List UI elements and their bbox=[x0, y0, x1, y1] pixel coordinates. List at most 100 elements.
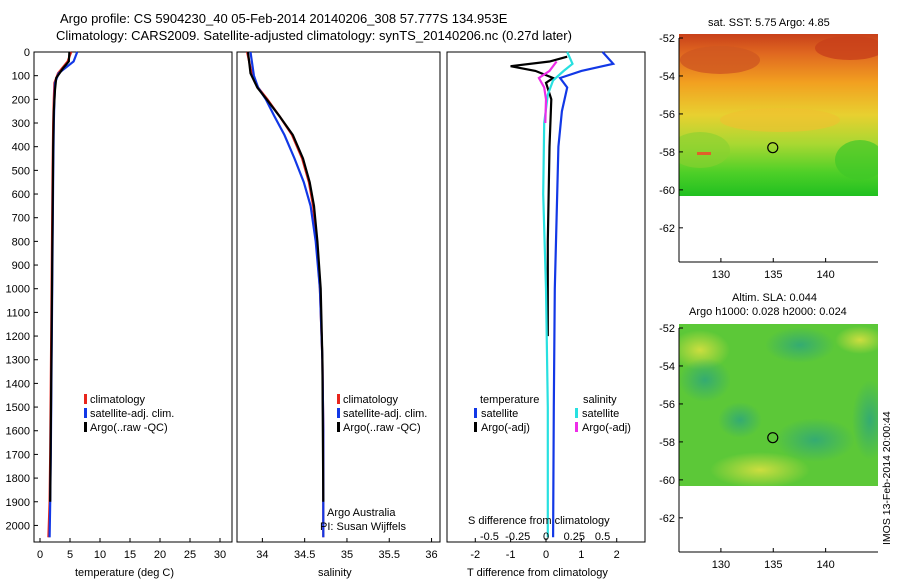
sla-low-patch bbox=[679, 358, 731, 402]
map-y-tick-label: -58 bbox=[659, 147, 675, 159]
sst-heatmap bbox=[679, 34, 878, 196]
map-x-tick-label: 130 bbox=[712, 559, 730, 571]
depth-tick-label: 1500 bbox=[6, 402, 30, 414]
sla-heatmap bbox=[679, 324, 878, 486]
sst-cool-patch bbox=[679, 132, 730, 168]
x2-tick-label: -0.25 bbox=[505, 531, 530, 543]
legend-swatch-sal-argo bbox=[575, 422, 578, 432]
temperature-xlabel: temperature (deg C) bbox=[75, 567, 174, 579]
sla-map-title: Altim. SLA: 0.044 bbox=[732, 292, 817, 304]
map-x-tick-label: 135 bbox=[764, 559, 782, 571]
depth-tick-label: 600 bbox=[12, 189, 30, 201]
legend-swatch-temp-argo bbox=[474, 422, 477, 432]
imos-timestamp: IMOS 13-Feb-2014 20:00:44 bbox=[881, 411, 893, 545]
depth-tick-label: 1900 bbox=[6, 497, 30, 509]
argo-position-marker bbox=[767, 432, 779, 444]
map-y-tick-label: -54 bbox=[659, 71, 675, 83]
x-tick-label: 1 bbox=[578, 549, 584, 561]
series-line-argo-raw-qc bbox=[49, 51, 71, 502]
sla-low-patch bbox=[718, 402, 762, 438]
legend-header-salinity: salinity bbox=[583, 394, 617, 406]
salinity-panel-frame bbox=[236, 51, 441, 543]
x-tick-label: 34.5 bbox=[294, 549, 315, 561]
salinity-panel: 34 34.5 35 35.5 36 bbox=[246, 51, 438, 561]
sla-map-axes: -52 -54 -56 -58 -60 -62 130 135 140 bbox=[659, 323, 878, 571]
figure-title-line1: Argo profile: CS 5904230_40 05-Feb-2014 … bbox=[60, 11, 508, 26]
depth-tick-label: 300 bbox=[12, 118, 30, 130]
depth-tick-label: 1200 bbox=[6, 331, 30, 343]
map-y-tick-label: -60 bbox=[659, 475, 675, 487]
legend-header-temperature: temperature bbox=[480, 394, 539, 406]
depth-tick-label: 0 bbox=[24, 47, 30, 59]
depth-tick-label: 2000 bbox=[6, 520, 30, 532]
legend-swatch-satellite bbox=[84, 408, 87, 418]
temperature-legend: climatology satellite-adj. clim. Argo(..… bbox=[84, 394, 174, 434]
figure-title-line2: Climatology: CARS2009. Satellite-adjuste… bbox=[56, 28, 572, 43]
sst-warm-patch bbox=[815, 36, 878, 60]
x-tick-label: 25 bbox=[184, 549, 196, 561]
depth-axis: 0 100 200 300 400 500 600 700 800 900 1000 1100 1200… bbox=[6, 47, 38, 532]
x-tick-label: 0 bbox=[543, 549, 549, 561]
legend-label-temp-satellite: satellite bbox=[481, 408, 518, 420]
map-y-tick-label: -56 bbox=[659, 399, 675, 411]
sla-high-patch bbox=[710, 452, 810, 486]
x-tick-label: 36 bbox=[425, 549, 437, 561]
pi-label: PI: Susan Wijffels bbox=[320, 521, 406, 533]
series-line-salinity-argo-adj bbox=[537, 60, 558, 124]
legend-swatch-argo bbox=[337, 422, 340, 432]
map-y-tick-label: -56 bbox=[659, 109, 675, 121]
difference-panel: -2 -1 0 1 2 -0.5 -0.25 0 0.25 0.5 bbox=[470, 51, 620, 561]
map-y-tick-label: -62 bbox=[659, 223, 675, 235]
legend-swatch-climatology bbox=[337, 394, 340, 404]
x-tick-label: -2 bbox=[470, 549, 480, 561]
depth-tick-label: 100 bbox=[12, 71, 30, 83]
legend-label-climatology: climatology bbox=[90, 394, 146, 406]
legend-swatch-argo bbox=[84, 422, 87, 432]
x-tick-label: 15 bbox=[124, 549, 136, 561]
map-y-tick-label: -60 bbox=[659, 185, 675, 197]
map-x-tick-label: 135 bbox=[764, 269, 782, 281]
sla-low-patch bbox=[852, 380, 878, 460]
sla-high-patch bbox=[679, 330, 730, 370]
argo-position-marker bbox=[767, 142, 779, 154]
x-tick-label: 35.5 bbox=[379, 549, 400, 561]
legend-label-argo: Argo(..raw -QC) bbox=[90, 422, 168, 434]
x2-tick-label: 0.25 bbox=[564, 531, 585, 543]
legend-label-argo: Argo(..raw -QC) bbox=[343, 422, 421, 434]
series-line-temperature-satellite bbox=[551, 51, 616, 538]
depth-tick-label: 1800 bbox=[6, 473, 30, 485]
sla-low-patch bbox=[775, 418, 855, 462]
depth-tick-label: 1700 bbox=[6, 449, 30, 461]
x-tick-label: 5 bbox=[67, 549, 73, 561]
depth-tick-label: 1000 bbox=[6, 284, 30, 296]
legend-swatch-temp-satellite bbox=[474, 408, 477, 418]
x2-tick-label: -0.5 bbox=[480, 531, 499, 543]
depth-tick-label: 800 bbox=[12, 236, 30, 248]
depth-tick-label: 1100 bbox=[6, 307, 30, 319]
temperature-panel: 0 5 10 15 20 25 30 bbox=[37, 51, 226, 561]
series-line-argo-raw-qc bbox=[246, 51, 325, 502]
x-tick-label: 10 bbox=[94, 549, 106, 561]
sla-high-patch bbox=[835, 326, 878, 354]
legend-label-sal-argo: Argo(-adj) bbox=[582, 422, 631, 434]
difference-x2label: S difference from climatology bbox=[468, 515, 610, 527]
temperature-panel-frame bbox=[33, 51, 233, 543]
sst-map-axes: -52 -54 -56 -58 -60 -62 130 135 140 bbox=[659, 33, 878, 281]
salinity-xlabel: salinity bbox=[318, 567, 352, 579]
x-tick-label: 2 bbox=[614, 549, 620, 561]
map-x-tick-label: 140 bbox=[816, 559, 834, 571]
x2-tick-label: 0 bbox=[543, 531, 549, 543]
depth-tick-label: 400 bbox=[12, 142, 30, 154]
sst-map-title: sat. SST: 5.75 Argo: 4.85 bbox=[708, 17, 830, 29]
argo-australia-label: Argo Australia bbox=[327, 507, 396, 519]
x-tick-label: 34 bbox=[256, 549, 268, 561]
legend-label-sal-satellite: satellite bbox=[582, 408, 619, 420]
sst-warm-streak bbox=[697, 152, 711, 155]
salinity-legend: climatology satellite-adj. clim. Argo(..… bbox=[337, 394, 427, 434]
sst-warm-patch bbox=[680, 46, 760, 74]
x-tick-label: 35 bbox=[341, 549, 353, 561]
sst-mid-patch bbox=[720, 108, 840, 132]
depth-tick-label: 200 bbox=[12, 94, 30, 106]
map-x-tick-label: 130 bbox=[712, 269, 730, 281]
x-tick-label: -1 bbox=[506, 549, 516, 561]
